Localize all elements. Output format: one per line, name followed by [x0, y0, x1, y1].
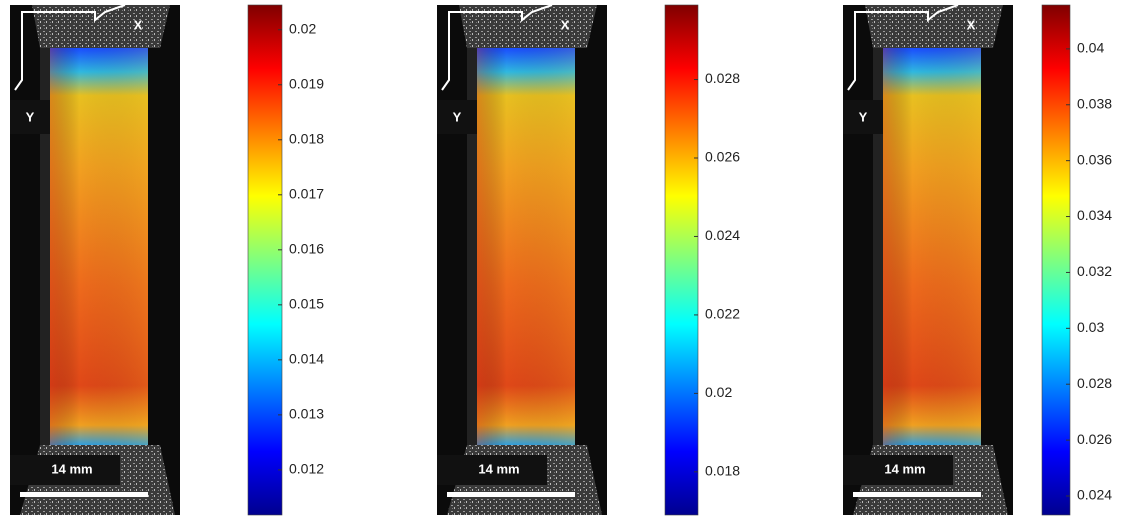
strain-map: X Y 14 mm: [843, 5, 1013, 515]
colorbar-tick-label: 0.019: [289, 75, 324, 91]
colorbar: [1042, 5, 1070, 515]
colorbar-tick-label: 0.018: [705, 463, 740, 479]
colorbar-tick-label: 0.04: [1077, 40, 1104, 56]
axis-y-label: Y: [453, 109, 462, 124]
strain-shade: [883, 48, 981, 445]
colorbar-tick-label: 0.017: [289, 186, 324, 202]
axis-x-label: X: [134, 17, 143, 32]
colorbar-tick-label: 0.028: [1077, 375, 1112, 391]
colorbar: [248, 5, 282, 515]
strain-shade: [477, 48, 575, 445]
axis-x-label: X: [561, 17, 570, 32]
page: X Y 14 mm 0.012 0.013 0.014 0.015 0.016 0.017 0.0…: [0, 0, 1129, 517]
strain-map: X Y 14 mm: [437, 5, 607, 515]
axis-y-label: Y: [26, 109, 35, 124]
colorbar-tick-label: 0.03: [1077, 319, 1104, 335]
colorbar-tick-label: 0.02: [705, 384, 732, 400]
scale-label: 14 mm: [884, 461, 925, 476]
colorbar-tick-label: 0.013: [289, 406, 324, 422]
strain-map: X Y 14 mm: [10, 5, 180, 515]
axis-x-label: X: [967, 17, 976, 32]
scale-bar: [447, 492, 575, 497]
colorbar-tick-label: 0.024: [705, 227, 740, 243]
scale-label: 14 mm: [478, 461, 519, 476]
figure: X Y 14 mm 0.012 0.013 0.014 0.015 0.016 0.017 0.0…: [0, 0, 1129, 517]
colorbar-tick-label: 0.036: [1077, 151, 1112, 167]
scale-bar: [853, 492, 981, 497]
colorbar-tick-label: 0.028: [705, 70, 740, 86]
scale-label: 14 mm: [51, 461, 92, 476]
colorbar-tick-label: 0.018: [289, 130, 324, 146]
colorbar-tick-label: 0.012: [289, 461, 324, 477]
colorbar-tick-label: 0.026: [1077, 431, 1112, 447]
colorbar: [665, 5, 698, 515]
strain-shade: [50, 48, 148, 445]
colorbar-tick-label: 0.022: [705, 306, 740, 322]
colorbar-tick-label: 0.016: [289, 241, 324, 257]
colorbar-tick-label: 0.014: [289, 351, 324, 367]
colorbar-tick-label: 0.038: [1077, 95, 1112, 111]
colorbar-tick-label: 0.034: [1077, 207, 1112, 223]
colorbar-tick-label: 0.026: [705, 149, 740, 165]
colorbar-tick-label: 0.02: [289, 20, 316, 36]
colorbar-tick-label: 0.032: [1077, 263, 1112, 279]
colorbar-tick-label: 0.024: [1077, 487, 1112, 503]
axis-y-label: Y: [859, 109, 868, 124]
colorbar-tick-label: 0.015: [289, 296, 324, 312]
scale-bar: [20, 492, 148, 497]
